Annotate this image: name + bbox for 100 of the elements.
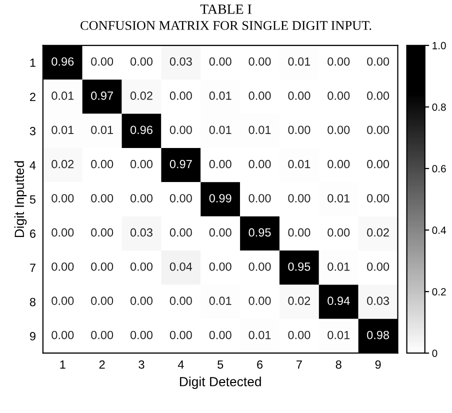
data-label: 0.03 (367, 296, 390, 306)
data-label: 0.00 (91, 160, 114, 168)
data-label: 0.02 (130, 92, 152, 100)
data-label: 0.02 (288, 296, 310, 306)
color-bar-label: 0.6 (432, 165, 446, 172)
data-label: 0.00 (367, 92, 390, 100)
x-tick-label: 9 (375, 360, 381, 369)
x-tick-label: 4 (178, 360, 184, 369)
data-label: 0.00 (248, 160, 271, 168)
data-label: 0.01 (328, 330, 350, 340)
data-label: 0.99 (209, 194, 232, 202)
y-tick-label: 4 (30, 161, 36, 170)
data-label: 0.00 (91, 296, 114, 306)
y-tick-label: 2 (30, 92, 36, 101)
data-label: 0.00 (52, 262, 74, 271)
data-label: 0.03 (170, 57, 192, 66)
color-bar-label: 1.0 (432, 42, 446, 50)
data-label: 0.00 (91, 262, 114, 271)
data-label: 0.01 (91, 126, 113, 134)
x-tick-label: 7 (296, 360, 302, 369)
data-label: 0.00 (170, 330, 192, 340)
data-label: 0.00 (328, 160, 350, 168)
data-label: 0.00 (52, 330, 74, 340)
data-label: 0.00 (91, 330, 114, 340)
y-tick-label: 5 (30, 195, 36, 204)
data-label: 0.01 (248, 330, 271, 340)
data-label: 0.00 (248, 57, 271, 66)
data-label: 0.00 (170, 194, 192, 202)
data-label: 0.01 (248, 126, 271, 134)
data-label: 0.00 (209, 228, 232, 237)
data-label: 0.00 (52, 228, 74, 237)
y-tick-label: 6 (30, 229, 36, 238)
x-tick-label: 1 (60, 360, 66, 369)
data-label: 0.00 (130, 296, 153, 306)
data-label: 0.00 (248, 296, 271, 306)
x-axis-title: Digit Detected (180, 376, 261, 389)
data-label: 0.00 (248, 194, 271, 202)
data-label: 0.01 (209, 92, 232, 100)
data-label: 0.01 (328, 194, 350, 202)
y-tick-label: 8 (30, 298, 36, 306)
data-label: 0.00 (328, 92, 350, 100)
y-tick-label: 1 (30, 58, 36, 67)
color-bar-label: 0.4 (432, 226, 446, 234)
data-label: 0.00 (91, 57, 114, 66)
data-label: 0.00 (209, 57, 232, 66)
data-label: 0.00 (130, 57, 153, 66)
chart-subtitle: CONFUSION MATRIX FOR SINGLE DIGIT INPUT. (80, 21, 372, 30)
data-label: 0.01 (288, 160, 310, 168)
data-label: 0.02 (52, 160, 74, 168)
data-label: 0.00 (209, 330, 232, 340)
data-label: 0.00 (248, 92, 271, 100)
data-label: 0.01 (209, 296, 232, 306)
data-label: 0.00 (170, 228, 192, 237)
y-tick-label: 3 (30, 126, 36, 136)
x-tick-label: 2 (99, 360, 105, 369)
data-label: 0.02 (367, 228, 389, 237)
data-label: 0.00 (288, 228, 310, 237)
data-label: 0.97 (170, 160, 192, 168)
data-label: 0.97 (91, 92, 113, 100)
x-tick-label: 6 (257, 360, 263, 369)
y-tick-label: 9 (30, 332, 36, 340)
color-bar-label: 0.2 (432, 288, 446, 296)
data-label: 0.00 (328, 126, 350, 134)
data-label: 0.00 (130, 160, 153, 168)
data-label: 0.00 (52, 296, 74, 306)
data-label: 0.00 (288, 92, 310, 100)
data-label: 0.00 (130, 262, 153, 271)
data-label: 0.00 (328, 57, 350, 66)
color-bar-label: 0.8 (432, 103, 446, 111)
data-label: 0.00 (130, 330, 153, 340)
data-label: 0.00 (367, 262, 390, 271)
data-label: 0.03 (130, 228, 152, 237)
data-label: 0.00 (328, 228, 350, 237)
data-label: 0.01 (328, 262, 350, 271)
data-label: 0.00 (91, 228, 114, 237)
data-label: 0.95 (288, 262, 310, 271)
data-label: 0.01 (52, 92, 74, 100)
data-label: 0.00 (170, 126, 192, 134)
data-label: 0.95 (248, 228, 271, 237)
x-tick-label: 8 (336, 360, 342, 369)
data-label: 0.00 (288, 126, 310, 134)
data-label: 0.00 (367, 194, 390, 202)
data-label: 0.00 (367, 126, 390, 134)
data-label: 0.00 (367, 57, 390, 66)
data-label: 0.00 (91, 194, 114, 202)
y-axis-title: Digit Inputted (14, 161, 27, 238)
data-label: 0.00 (248, 262, 271, 271)
data-label: 0.00 (288, 330, 310, 340)
data-label: 0.00 (288, 194, 310, 202)
data-label: 0.01 (209, 126, 232, 134)
color-bar-label: 0 (432, 350, 438, 357)
data-label: 0.04 (170, 262, 192, 271)
y-tick-label: 7 (30, 264, 36, 272)
data-label: 0.96 (130, 126, 152, 134)
data-label: 0.00 (367, 160, 390, 168)
data-label: 0.00 (170, 296, 192, 306)
data-label: 0.96 (52, 57, 74, 66)
data-label: 0.94 (328, 296, 350, 306)
data-label: 0.01 (288, 57, 310, 66)
data-label: 0.00 (170, 92, 192, 100)
